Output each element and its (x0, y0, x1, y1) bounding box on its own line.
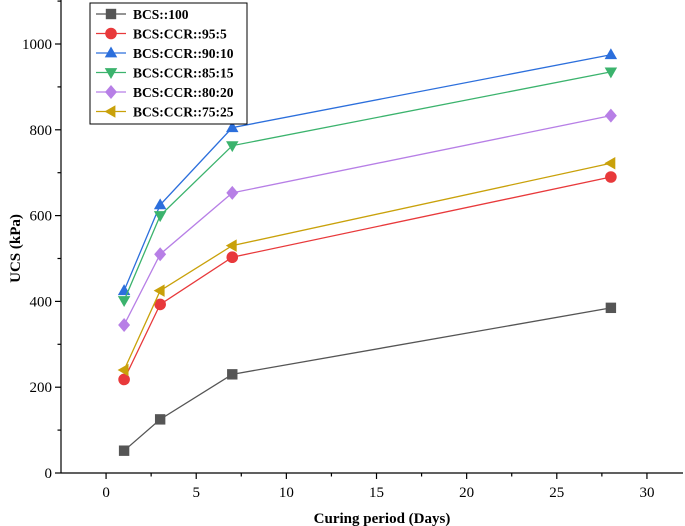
data-point (225, 239, 237, 252)
data-point (118, 445, 130, 456)
legend-label: BCS:CCR::95:5 (133, 27, 227, 42)
series-line (123, 54, 612, 291)
y-tick-label: 600 (30, 209, 53, 225)
data-point (605, 171, 617, 183)
series-line (123, 307, 611, 452)
x-tick-label: 5 (192, 485, 200, 501)
y-tick-label: 0 (45, 466, 53, 482)
legend-marker (105, 27, 117, 40)
series-line (123, 176, 612, 380)
legend-item: BCS:CCR::80:20 (96, 84, 234, 100)
legend-marker (104, 46, 118, 58)
legend-item: BCS:CCR::90:10 (96, 46, 234, 61)
legend-item: BCS::100 (96, 7, 189, 22)
series-line (123, 162, 612, 371)
series-1 (118, 302, 617, 456)
legend-item: BCS:CCR::95:5 (96, 27, 227, 42)
series-2 (118, 171, 617, 386)
legend-marker (104, 68, 118, 79)
x-tick-label: 20 (459, 485, 474, 501)
data-point (605, 302, 617, 314)
series-4 (117, 67, 618, 308)
series-6 (117, 157, 616, 377)
data-point (227, 369, 238, 380)
legend-marker (104, 105, 116, 118)
data-point (118, 317, 131, 333)
x-axis-title: Curing period (Days) (314, 511, 451, 526)
y-axis-title: UCS (kPa) (8, 214, 24, 283)
data-point (117, 296, 131, 308)
legend-label: BCS:CCR::90:10 (133, 46, 234, 61)
x-tick-label: 15 (369, 485, 384, 501)
legend-item: BCS:CCR::85:15 (96, 66, 234, 81)
data-point (604, 48, 618, 60)
data-point (604, 67, 618, 79)
series-line (123, 71, 612, 301)
data-point (604, 157, 616, 170)
x-tick-label: 30 (639, 485, 654, 501)
data-point (154, 247, 167, 262)
x-tick-label: 0 (102, 485, 110, 501)
x-tick-label: 25 (549, 485, 564, 501)
data-point (154, 298, 166, 311)
legend-item: BCS:CCR::75:25 (96, 105, 234, 120)
data-point (153, 198, 167, 210)
legend-box (89, 2, 248, 125)
data-point (226, 251, 239, 264)
series-5 (118, 108, 617, 333)
axes: 0 5 10 15 20 25 30 0 200 400 600 800 1000 (22, 0, 683, 501)
legend-label: BCS:CCR::85:15 (133, 66, 234, 81)
legend-marker (105, 8, 117, 20)
data-point (153, 284, 165, 297)
x-tick-label: 10 (279, 485, 294, 501)
data-point (153, 211, 167, 223)
data-point (154, 414, 166, 425)
data-point (226, 121, 239, 133)
series-group (117, 48, 618, 456)
y-tick-label: 200 (30, 380, 53, 396)
y-tick-label: 400 (30, 294, 53, 310)
legend-label: BCS::100 (133, 7, 189, 22)
data-point (604, 108, 617, 123)
legend-label: BCS:CCR::75:25 (133, 105, 234, 120)
data-point (117, 363, 129, 377)
legend-marker (105, 84, 117, 100)
legend-label: BCS:CCR::80:20 (133, 85, 234, 100)
series-line (123, 115, 612, 326)
y-tick-label: 800 (30, 123, 53, 139)
data-point (226, 141, 239, 153)
data-point (118, 373, 130, 386)
y-tick-label: 1000 (22, 37, 52, 53)
data-point (226, 185, 239, 200)
legend: BCS::100BCS:CCR::95:5BCS:CCR::90:10BCS:C… (89, 2, 248, 125)
